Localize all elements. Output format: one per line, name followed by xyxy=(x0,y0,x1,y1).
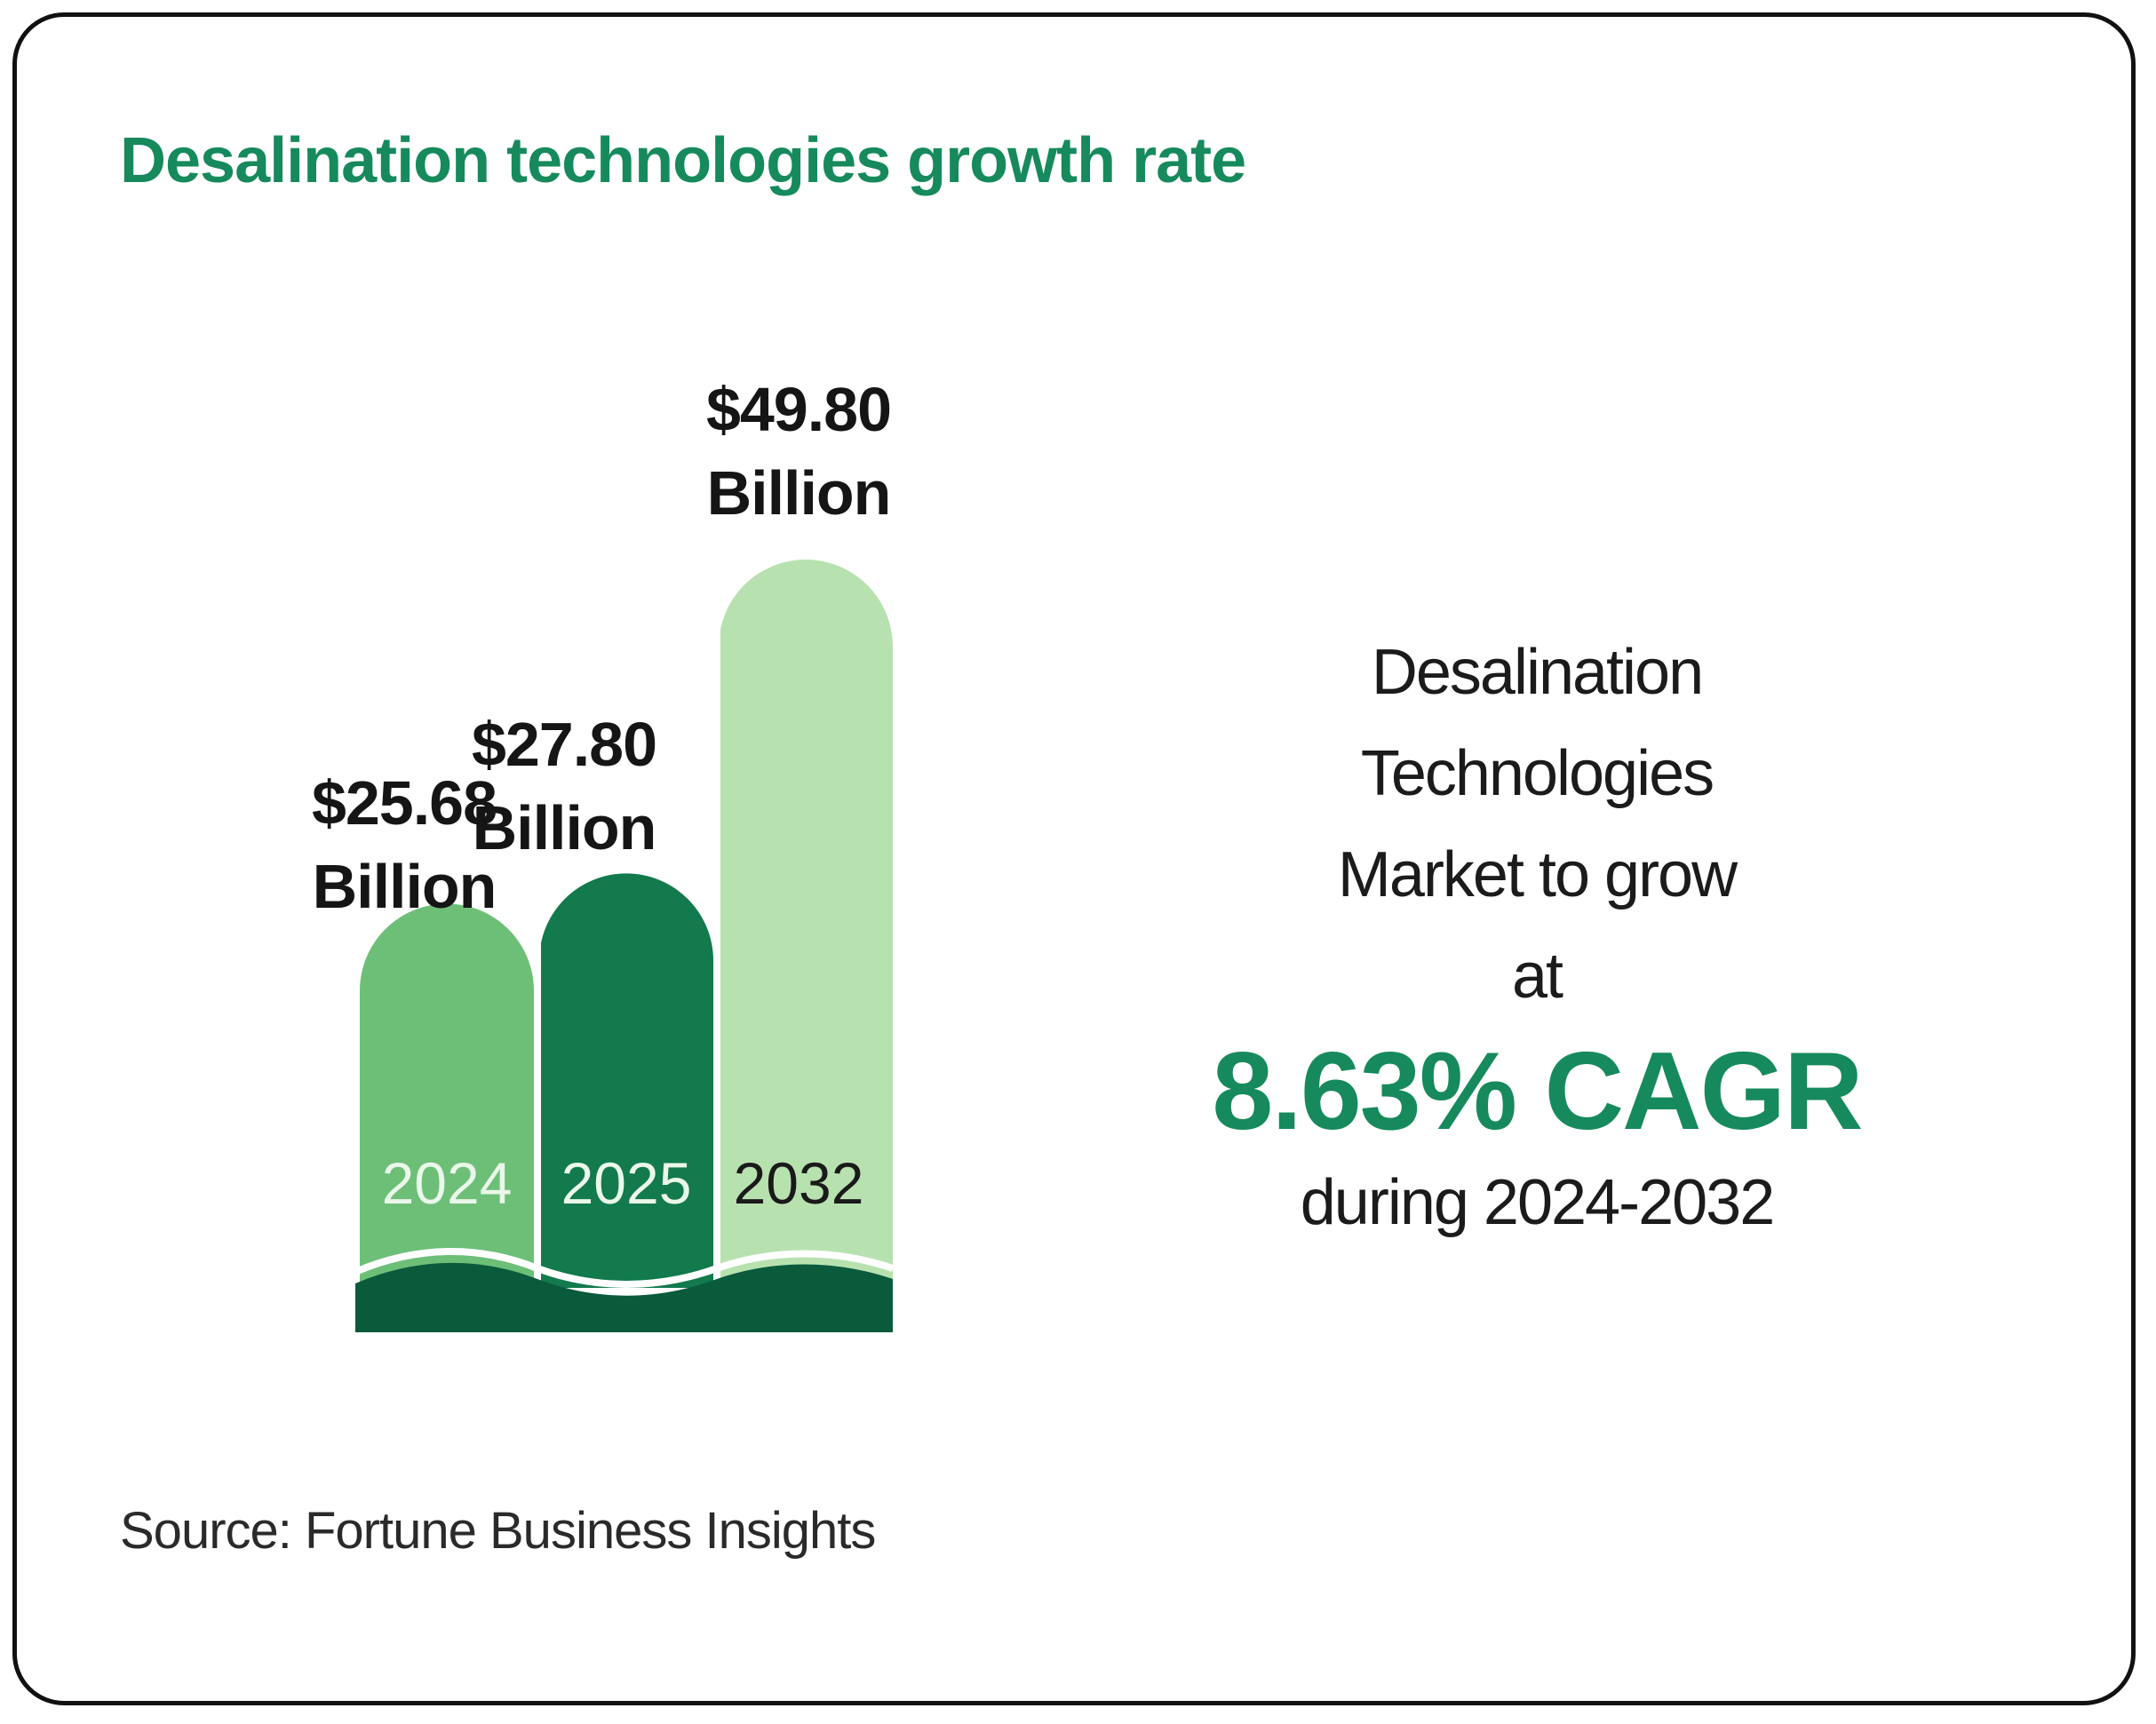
bar-value-unit: Billion xyxy=(472,793,657,863)
chart-title: Desalination technologies growth rate xyxy=(120,125,1246,196)
bar-value-unit: Billion xyxy=(312,852,497,922)
wave-crest xyxy=(354,1247,895,1288)
bar-value-label-2025: $27.80 Billion xyxy=(404,703,724,870)
bar-gap xyxy=(536,444,541,1315)
bar-value-amount: $27.80 xyxy=(471,710,657,780)
bar-value-amount: $25.68 xyxy=(311,768,497,838)
year-label-2025: 2025 xyxy=(561,1150,692,1216)
bar-2032 xyxy=(719,560,893,1288)
bar-gap xyxy=(715,444,720,1315)
bar-value-amount: $49.80 xyxy=(705,375,892,444)
year-label-2032: 2032 xyxy=(734,1150,864,1216)
bar-2025 xyxy=(538,873,713,1288)
bar-value-label-2032: $49.80 Billion xyxy=(639,368,959,535)
bar-value-label-2024: $25.68 Billion xyxy=(244,761,564,928)
source-note: Source: Fortune Business Insights xyxy=(120,1502,876,1560)
growth-summary: Desalination Technologies Market to grow… xyxy=(1110,622,1963,1249)
summary-line: Desalination xyxy=(1371,637,1704,708)
cagr-value: 8.63% CAGR xyxy=(1212,1030,1863,1153)
wave-base xyxy=(355,1262,893,1332)
bar-2024 xyxy=(360,903,534,1288)
year-label-2024: 2024 xyxy=(382,1150,513,1216)
summary-line: Technologies xyxy=(1360,738,1714,809)
bar-value-unit: Billion xyxy=(706,458,892,528)
summary-line: at xyxy=(1511,941,1563,1012)
infographic-card xyxy=(12,12,2136,1705)
forecast-period: during 2024-2032 xyxy=(1300,1167,1775,1238)
summary-line: Market to grow xyxy=(1337,839,1738,910)
